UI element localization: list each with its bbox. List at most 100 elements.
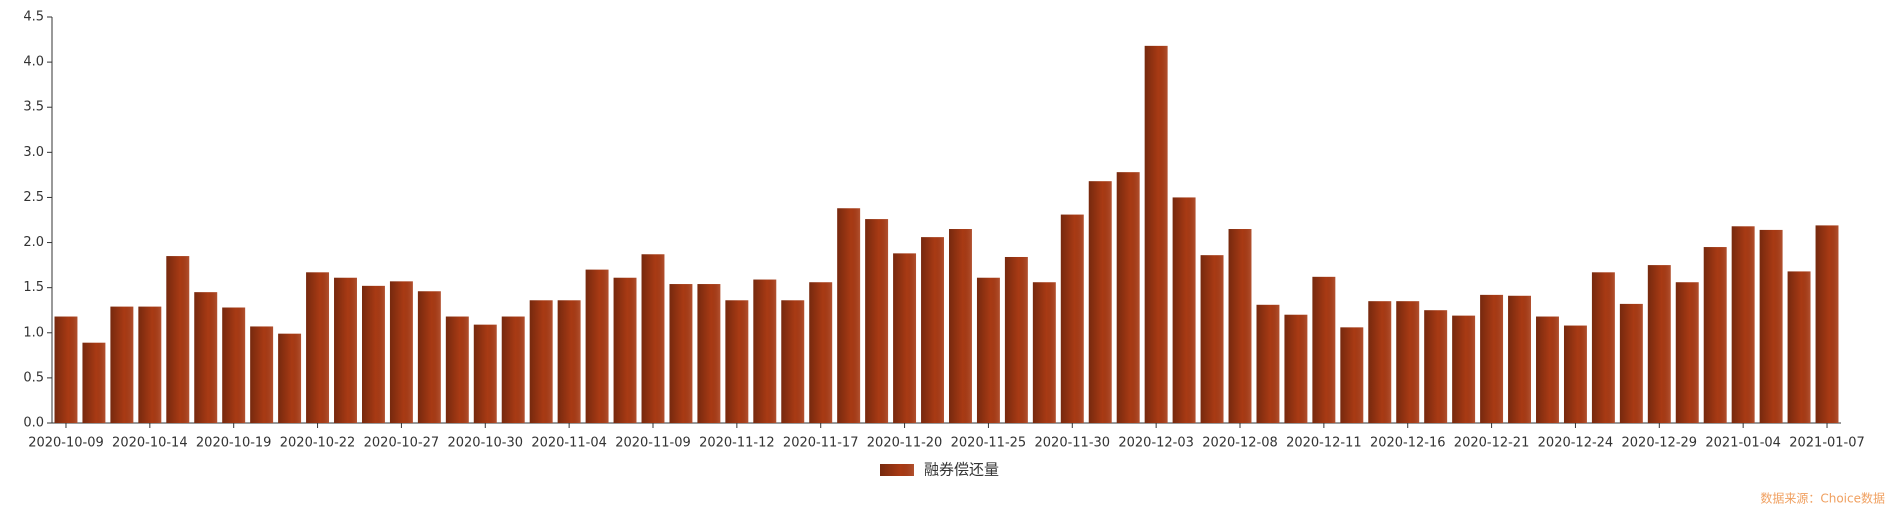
bar [1284,314,1308,423]
x-tick-label: 2020-11-09 [615,436,691,451]
bar [1424,310,1448,423]
bar [557,300,581,423]
x-tick-label: 2020-10-09 [28,436,104,451]
bar [1815,225,1839,423]
bar [389,281,413,423]
bar [781,300,805,423]
y-tick-label: 3.5 [23,100,44,115]
x-tick-label: 2020-12-08 [1202,436,1278,451]
bar [222,307,246,423]
bar [641,254,665,423]
x-tick-label: 2020-11-17 [783,436,859,451]
bar [473,324,497,423]
x-tick-label: 2020-10-14 [112,436,188,451]
x-tick-label: 2020-12-16 [1370,436,1446,451]
x-tick-label: 2020-11-25 [951,436,1027,451]
bar [1088,181,1112,423]
y-tick-label: 2.0 [23,235,44,250]
bar [949,229,972,423]
x-tick-label: 2020-10-30 [447,436,523,451]
bar [1256,304,1280,423]
bar [1731,226,1755,423]
bar [1368,301,1392,423]
bar [697,284,721,423]
bar [110,306,134,423]
bar [976,277,1000,423]
y-tick-label: 0.5 [23,370,44,385]
x-tick-label: 2020-11-20 [867,436,943,451]
bar [1396,301,1420,423]
bar [501,316,525,423]
bar [1312,276,1336,423]
bar [585,269,609,423]
y-tick-label: 2.5 [23,190,44,205]
x-tick-label: 2021-01-07 [1789,436,1865,451]
bar [613,277,637,423]
x-tick-label: 2020-12-03 [1118,436,1194,451]
bar [893,253,917,423]
bar [1647,265,1671,423]
x-tick-label: 2020-12-29 [1622,436,1698,451]
bar [54,316,78,423]
bar [1536,316,1559,423]
bar [417,291,441,423]
bar [1619,303,1643,423]
y-tick-label: 3.0 [23,145,44,160]
bar [278,333,302,423]
bar [1675,282,1699,423]
legend-label: 融券偿还量 [924,461,999,479]
bar [1787,271,1811,423]
bar [82,342,106,423]
y-tick-label: 1.5 [23,280,44,295]
bar [1508,295,1531,423]
bar [1060,214,1084,423]
bar [250,326,274,423]
x-tick-label: 2021-01-04 [1705,436,1781,451]
x-tick-label: 2020-11-12 [699,436,775,451]
bar [865,219,889,423]
x-tick-label: 2020-12-11 [1286,436,1362,451]
bar [1759,229,1783,423]
bar [1116,172,1140,423]
bar [362,285,385,423]
y-tick-label: 0.0 [23,416,44,431]
bar [1200,255,1224,423]
bar [809,282,833,423]
x-tick-label: 2020-11-04 [531,436,607,451]
bar [166,256,190,423]
bar [669,284,693,423]
bar [1703,247,1727,423]
bar [1228,229,1252,423]
legend-swatch-shade [880,464,914,476]
bar [1480,294,1504,423]
bar [138,306,162,423]
bar [1144,45,1168,423]
y-tick-label: 1.0 [23,325,44,340]
bar [1032,282,1056,423]
bar [306,272,330,423]
bar [1591,272,1615,423]
bar [1172,197,1196,423]
bar [445,316,469,423]
x-tick-label: 2020-11-30 [1035,436,1111,451]
bar [334,277,357,423]
x-tick-label: 2020-12-21 [1454,436,1530,451]
y-tick-label: 4.0 [23,55,44,70]
bar [1452,315,1476,423]
y-tick-label: 4.5 [23,10,44,25]
x-tick-label: 2020-10-19 [196,436,272,451]
x-tick-label: 2020-10-22 [280,436,356,451]
bar [837,208,861,423]
bar [921,237,944,423]
bar [194,292,218,423]
bar [529,300,553,423]
x-tick-label: 2020-12-24 [1538,436,1614,451]
source-note: 数据来源：Choice数据 [1760,491,1885,506]
bar [1004,256,1028,423]
bar [725,300,749,423]
bar [1563,325,1587,423]
x-tick-label: 2020-10-27 [364,436,440,451]
bar [753,279,777,423]
bar [1340,327,1364,423]
